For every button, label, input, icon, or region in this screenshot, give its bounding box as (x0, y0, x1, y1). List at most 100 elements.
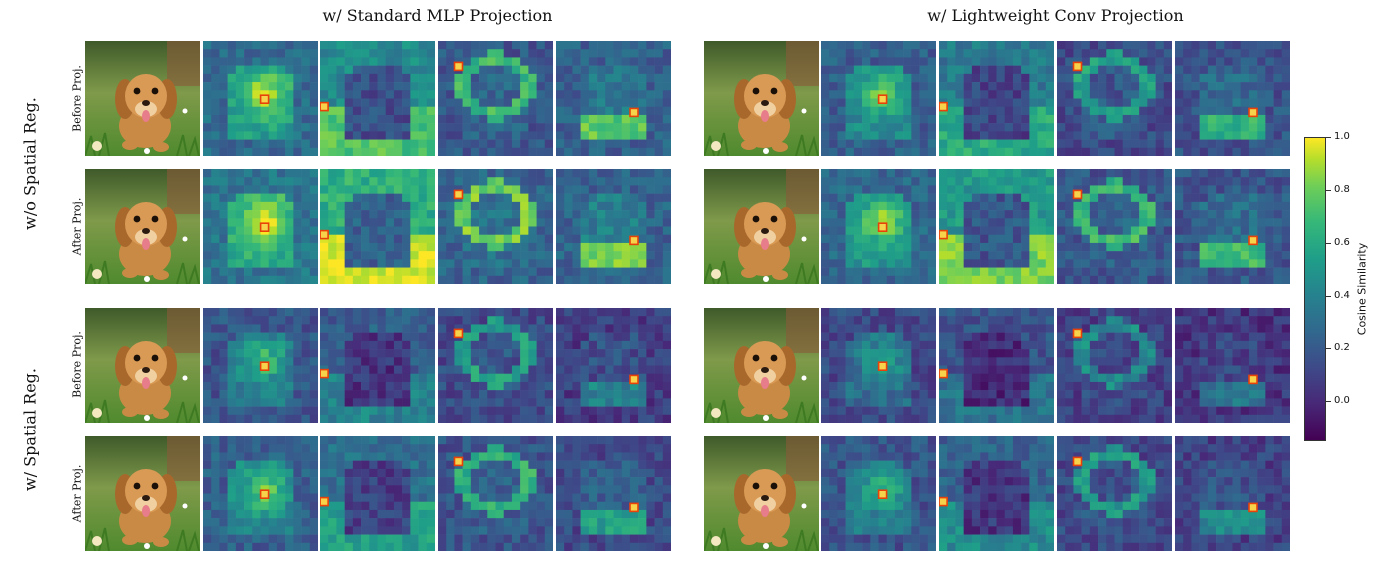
heatmap-cells (438, 308, 553, 423)
heatmap-cells (1057, 169, 1172, 284)
puppy-illustration (704, 169, 819, 284)
similarity-heatmap-g2-r2-c3 (1057, 169, 1172, 284)
query-patch-marker (259, 361, 270, 372)
query-patch-marker (259, 94, 270, 105)
similarity-heatmap-g2-r1-c2 (939, 41, 1054, 156)
colorbar-tick-label: 0.6 (1334, 236, 1350, 248)
heatmap-cells (939, 436, 1054, 551)
query-patch-marker (1248, 374, 1258, 385)
query-patch-marker (877, 222, 888, 233)
similarity-heatmap-g2-r4-c3 (1057, 436, 1172, 551)
row-label-after-proj-1: After Proj. (70, 197, 84, 256)
colorbar-title: Cosine Similarity (1355, 242, 1369, 336)
query-patch-marker (1248, 107, 1258, 118)
colorbar-tick-mark (1326, 137, 1331, 138)
query-patch-marker (320, 229, 329, 240)
heatmap-cells (939, 41, 1054, 156)
heatmap-cells (1057, 436, 1172, 551)
heatmap-cells (556, 169, 671, 284)
query-patch-marker (1248, 235, 1258, 246)
heatmap-cells (556, 308, 671, 423)
heatmap-cells (320, 308, 435, 423)
colorbar-tick-mark (1326, 401, 1331, 403)
puppy-photo (704, 308, 819, 423)
heatmap-cells (1057, 41, 1172, 156)
query-patch-marker (1248, 502, 1258, 513)
query-patch-marker (877, 489, 888, 500)
query-patch-marker (259, 222, 270, 233)
colorbar-tick-label: 0.2 (1334, 342, 1350, 354)
query-patch-marker (259, 489, 270, 500)
query-patch-marker (939, 368, 948, 379)
similarity-heatmap-g2-r3-c2 (939, 308, 1054, 423)
query-patch-marker (453, 328, 464, 339)
query-patch-marker (877, 361, 888, 372)
heatmap-cells (203, 41, 318, 156)
similarity-heatmap-g1-r3-c4 (556, 308, 671, 423)
heatmap-cells (438, 41, 553, 156)
heatmap-cells (438, 169, 553, 284)
query-patch-marker (1072, 189, 1083, 200)
heatmap-cells (1175, 436, 1290, 551)
heatmap-cells (821, 436, 936, 551)
similarity-heatmap-g2-r3-c3 (1057, 308, 1172, 423)
similarity-heatmap-g2-r1-c3 (1057, 41, 1172, 156)
similarity-heatmap-g1-r4-c1 (203, 436, 318, 551)
query-patch-marker (453, 456, 464, 467)
heatmap-cells (1175, 41, 1290, 156)
query-patch-marker (629, 235, 639, 246)
similarity-heatmap-g2-r1-c4 (1175, 41, 1290, 156)
heatmap-cells (203, 169, 318, 284)
colorbar-tick-mark (1326, 295, 1331, 297)
similarity-heatmap-g1-r2-c4 (556, 169, 671, 284)
puppy-photo (85, 41, 200, 156)
similarity-heatmap-g1-r4-c2 (320, 436, 435, 551)
colorbar-tick-mark (1326, 189, 1331, 191)
heatmap-cells (320, 41, 435, 156)
similarity-heatmap-g2-r2-c2 (939, 169, 1054, 284)
similarity-heatmap-g1-r2-c3 (438, 169, 553, 284)
puppy-illustration (85, 308, 200, 423)
similarity-heatmap-g1-r2-c1 (203, 169, 318, 284)
heatmap-cells (821, 308, 936, 423)
heatmap-cells (821, 41, 936, 156)
heatmap-cells (320, 436, 435, 551)
similarity-heatmap-g1-r3-c1 (203, 308, 318, 423)
puppy-photo (85, 436, 200, 551)
colorbar-tick-mark (1326, 242, 1331, 244)
query-patch-marker (320, 368, 329, 379)
similarity-heatmap-g2-r4-c2 (939, 436, 1054, 551)
query-patch-marker (320, 496, 329, 507)
row-label-before-proj-1: Before Proj. (70, 65, 84, 132)
puppy-illustration (704, 436, 819, 551)
colorbar-tick-label: 0.0 (1334, 395, 1350, 407)
query-patch-marker (629, 107, 639, 118)
colorbar-tick-label: 0.8 (1334, 183, 1350, 195)
heatmap-cells (203, 436, 318, 551)
row-label-before-proj-2: Before Proj. (70, 331, 84, 398)
puppy-photo (704, 169, 819, 284)
heatmap-cells (1175, 169, 1290, 284)
similarity-heatmap-g2-r2-c1 (821, 169, 936, 284)
query-patch-marker (629, 374, 639, 385)
similarity-heatmap-g2-r1-c1 (821, 41, 936, 156)
heatmap-cells (556, 436, 671, 551)
puppy-photo (85, 308, 200, 423)
heatmap-cells (1175, 308, 1290, 423)
puppy-photo (704, 41, 819, 156)
row-label-after-proj-2: After Proj. (70, 464, 84, 523)
similarity-heatmap-g1-r3-c2 (320, 308, 435, 423)
query-patch-marker (939, 496, 948, 507)
puppy-photo (704, 436, 819, 551)
column-title-mlp: w/ Standard MLP Projection (322, 6, 553, 25)
puppy-photo (85, 169, 200, 284)
query-patch-marker (1072, 61, 1083, 72)
similarity-heatmap-g2-r4-c4 (1175, 436, 1290, 551)
similarity-heatmap-g2-r2-c4 (1175, 169, 1290, 284)
puppy-illustration (85, 41, 200, 156)
query-patch-marker (629, 502, 639, 513)
query-patch-marker (1072, 328, 1083, 339)
query-patch-marker (1072, 456, 1083, 467)
query-patch-marker (877, 94, 888, 105)
similarity-heatmap-g1-r4-c3 (438, 436, 553, 551)
